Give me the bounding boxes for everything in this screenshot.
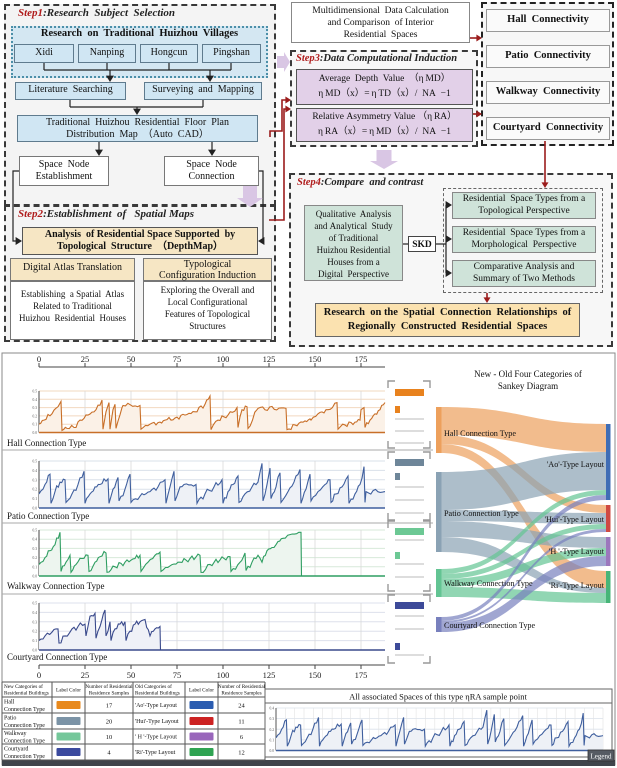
svg-text:Walkway Connection Type: Walkway Connection Type xyxy=(7,581,104,591)
svg-text:150: 150 xyxy=(309,670,322,680)
svg-text:0.1: 0.1 xyxy=(33,639,38,643)
svg-text:Connection Type: Connection Type xyxy=(4,723,45,729)
svg-text:175: 175 xyxy=(355,670,368,680)
svg-text:Old Categories of: Old Categories of xyxy=(135,683,172,690)
svg-text:0.3: 0.3 xyxy=(33,478,38,482)
svg-text:Number of Residential: Number of Residential xyxy=(85,683,133,690)
svg-text:0.3: 0.3 xyxy=(33,620,38,624)
svg-text:12: 12 xyxy=(238,749,245,756)
svg-text:6: 6 xyxy=(240,734,244,741)
svg-text:0.4: 0.4 xyxy=(33,538,38,542)
svg-text:Legend: Legend xyxy=(591,753,612,761)
svg-text:Patio Connection Type: Patio Connection Type xyxy=(444,509,519,518)
svg-text:Connection Type: Connection Type xyxy=(4,738,45,744)
svg-text:Label Color: Label Color xyxy=(56,687,81,693)
svg-text:'H '-Type Layout: 'H '-Type Layout xyxy=(549,547,605,556)
svg-text:25: 25 xyxy=(81,670,90,680)
svg-text:Connection Type: Connection Type xyxy=(4,707,45,713)
svg-text:'Ao'-Type Layout: 'Ao'-Type Layout xyxy=(135,703,177,709)
svg-text:0.0: 0.0 xyxy=(33,431,38,435)
svg-text:0.4: 0.4 xyxy=(33,611,38,615)
svg-text:0: 0 xyxy=(37,670,41,680)
svg-text:175: 175 xyxy=(355,354,368,364)
svg-text:0.5: 0.5 xyxy=(33,390,38,394)
svg-text:125: 125 xyxy=(263,670,276,680)
svg-text:0.3: 0.3 xyxy=(270,717,275,721)
svg-text:'Hui'-Type Layout: 'Hui'-Type Layout xyxy=(545,515,605,524)
svg-text:50: 50 xyxy=(127,354,136,364)
svg-text:New - Old Four Categories of: New - Old Four Categories of xyxy=(474,369,582,379)
svg-text:Label Color: Label Color xyxy=(189,687,214,693)
svg-text:0.0: 0.0 xyxy=(33,575,38,579)
svg-text:125: 125 xyxy=(263,354,276,364)
svg-text:0.4: 0.4 xyxy=(33,469,38,473)
svg-text:' H '-Type Layout: ' H '-Type Layout xyxy=(135,735,177,741)
svg-text:Walkway: Walkway xyxy=(4,731,27,737)
svg-text:50: 50 xyxy=(127,670,136,680)
svg-text:0.2: 0.2 xyxy=(33,630,38,634)
svg-text:4: 4 xyxy=(107,749,111,756)
svg-text:0: 0 xyxy=(37,354,41,364)
svg-text:25: 25 xyxy=(81,354,90,364)
svg-text:0.2: 0.2 xyxy=(33,488,38,492)
svg-text:0.2: 0.2 xyxy=(270,728,275,732)
svg-text:0.5: 0.5 xyxy=(33,460,38,464)
svg-text:Patio Connection Type: Patio Connection Type xyxy=(7,511,89,521)
svg-text:Courtyard Connection Type: Courtyard Connection Type xyxy=(444,621,536,630)
svg-text:100: 100 xyxy=(217,670,230,680)
svg-text:0.0: 0.0 xyxy=(33,507,38,511)
svg-text:Courtyard Connection Type: Courtyard Connection Type xyxy=(7,652,107,662)
svg-text:Walkway Connection Type: Walkway Connection Type xyxy=(444,579,533,588)
svg-text:Number of Residential: Number of Residential xyxy=(218,683,266,690)
svg-text:0.4: 0.4 xyxy=(270,707,275,711)
svg-text:20: 20 xyxy=(106,718,113,725)
svg-text:150: 150 xyxy=(309,354,322,364)
svg-text:0.1: 0.1 xyxy=(33,423,38,427)
svg-text:100: 100 xyxy=(217,354,230,364)
svg-text:'Hui'-Type Layout: 'Hui'-Type Layout xyxy=(135,719,179,725)
svg-text:Hall: Hall xyxy=(4,699,15,705)
svg-text:0.1: 0.1 xyxy=(33,497,38,501)
svg-text:0.3: 0.3 xyxy=(33,547,38,551)
svg-text:Hall Connection Type: Hall Connection Type xyxy=(7,438,86,448)
svg-text:11: 11 xyxy=(238,718,244,725)
svg-text:'Ri'-Type Layout: 'Ri'-Type Layout xyxy=(135,750,176,756)
svg-text:New Categories of: New Categories of xyxy=(4,683,43,690)
svg-text:0.5: 0.5 xyxy=(33,602,38,606)
svg-text:All associated Spaces of this: All associated Spaces of this type ηRA s… xyxy=(349,692,527,702)
svg-text:10: 10 xyxy=(106,734,113,741)
svg-text:Sankey Diagram: Sankey Diagram xyxy=(498,381,558,391)
svg-text:Patio: Patio xyxy=(4,715,16,721)
svg-text:Residential Buildings: Residential Buildings xyxy=(4,691,49,697)
svg-text:'Ao'-Type Layout: 'Ao'-Type Layout xyxy=(547,460,605,469)
svg-text:75: 75 xyxy=(173,670,182,680)
svg-text:0.0: 0.0 xyxy=(33,649,38,653)
svg-text:Courtyard: Courtyard xyxy=(4,746,28,752)
svg-text:0.2: 0.2 xyxy=(33,556,38,560)
svg-text:24: 24 xyxy=(238,702,245,709)
svg-text:0.2: 0.2 xyxy=(33,414,38,418)
svg-text:75: 75 xyxy=(173,354,182,364)
svg-text:Residence Samples: Residence Samples xyxy=(89,691,129,697)
svg-text:0.0: 0.0 xyxy=(270,749,275,753)
svg-text:0.3: 0.3 xyxy=(33,406,38,410)
svg-text:0.1: 0.1 xyxy=(270,738,275,742)
svg-text:'Ri'-Type Layout: 'Ri'-Type Layout xyxy=(549,581,605,590)
svg-text:Connection Type: Connection Type xyxy=(4,754,45,760)
svg-text:0.1: 0.1 xyxy=(33,565,38,569)
svg-text:0.5: 0.5 xyxy=(33,529,38,533)
svg-text:Residence Samples: Residence Samples xyxy=(221,691,261,697)
svg-text:Residential Buildings: Residential Buildings xyxy=(135,691,180,697)
svg-text:Hall Connection Type: Hall Connection Type xyxy=(444,429,516,438)
svg-text:17: 17 xyxy=(106,702,113,709)
svg-text:0.4: 0.4 xyxy=(33,398,38,402)
